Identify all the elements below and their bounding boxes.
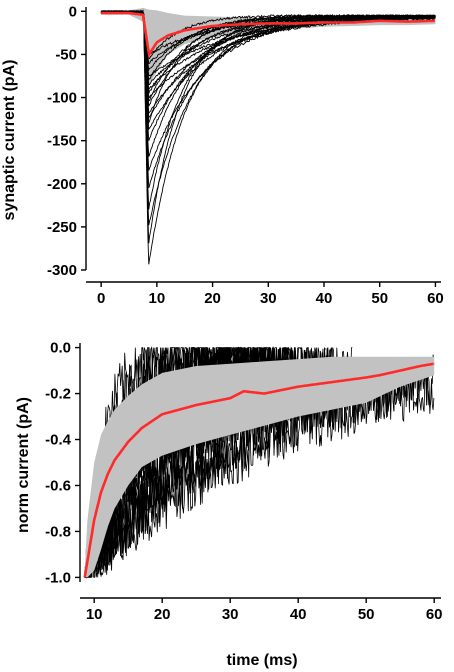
top-x-tick-label: 60 [427,290,444,307]
bottom-x-tick-label: 20 [154,606,171,623]
top-x-tick-label: 40 [316,290,333,307]
bottom-x-tick-label: 10 [86,606,103,623]
top-x-tick-label: 30 [260,290,277,307]
bottom-x-tick-label: 30 [222,606,239,623]
top-individual-trace-line [100,9,436,115]
top-y-tick-label: -300 [47,262,77,279]
top-y-tick-label: -250 [47,219,77,236]
top-mean-trace [101,11,435,59]
bottom-y-tick-label: -0.4 [45,432,72,449]
bottom-y-tick-label: 0.0 [50,340,71,357]
top-panel-synaptic-current: 0 -50 -100 -150 -200 -250 -300 0 10 20 30 40 50 60 sy… [1,3,444,307]
top-y-axis-label: synaptic current (pA) [1,60,18,221]
top-mean-line [101,11,435,59]
bottom-x-tick-label: 60 [426,606,443,623]
top-y-tick-label: -150 [47,133,77,150]
bottom-x-tick-label: 50 [358,606,375,623]
bottom-y-tick-label: -0.6 [45,477,71,494]
top-y-tick-label: -50 [55,46,77,63]
bottom-individual-trace-line [84,365,435,578]
bottom-plot-area [83,346,435,579]
top-plot-area [100,7,436,265]
top-y-tick-label: 0 [69,3,77,20]
top-x-tick-label: 10 [149,290,166,307]
bottom-y-tick-label: -1.0 [45,569,71,586]
top-x-tick-label: 50 [371,290,388,307]
bottom-x-axis-label: time (ms) [226,652,297,669]
top-sd-band [101,7,436,85]
bottom-y-tick-label: -0.8 [45,523,71,540]
bottom-mean-trace [83,362,434,578]
bottom-panel-norm-current: 0.0 -0.2 -0.4 -0.6 -0.8 -1.0 10 20 30 40 50 60 norm… [15,340,443,669]
top-y-tick-label: -200 [47,176,77,193]
top-x-tick-label: 0 [97,290,105,307]
bottom-axes: 0.0 -0.2 -0.4 -0.6 -0.8 -1.0 10 20 30 40 50 60 [45,340,442,623]
top-individual-trace-line [100,10,436,120]
top-individual-traces [100,9,436,265]
top-axes: 0 -50 -100 -150 -200 -250 -300 0 10 20 30 40 50 60 [47,3,444,307]
top-sd-band-area [101,7,436,85]
top-individual-trace-line [100,9,436,81]
bottom-x-tick-label: 40 [290,606,307,623]
top-x-tick-label: 20 [204,290,221,307]
bottom-mean-line [83,362,434,578]
bottom-individual-trace-line [84,346,230,578]
top-y-tick-label: -100 [47,90,77,107]
bottom-y-axis-label: norm current (pA) [15,397,32,533]
bottom-y-tick-label: -0.2 [45,386,71,403]
